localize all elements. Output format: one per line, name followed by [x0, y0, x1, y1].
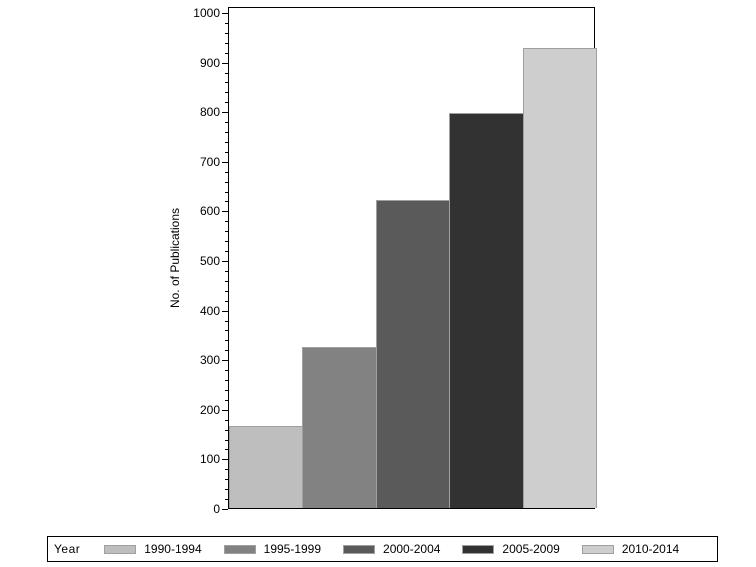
- y-major-tick: [222, 63, 228, 64]
- y-minor-tick: [225, 449, 228, 450]
- bar-2005-2009: [449, 113, 524, 508]
- y-minor-tick: [225, 53, 228, 54]
- y-minor-tick: [225, 489, 228, 490]
- y-minor-tick: [225, 33, 228, 34]
- y-major-tick: [222, 261, 228, 262]
- y-tick-label: 600: [199, 204, 220, 218]
- y-minor-tick: [225, 271, 228, 272]
- y-major-tick: [222, 211, 228, 212]
- y-minor-tick: [225, 350, 228, 351]
- y-minor-tick: [225, 192, 228, 193]
- y-minor-tick: [225, 221, 228, 222]
- y-tick-label: 900: [199, 56, 220, 70]
- legend-title: Year: [54, 542, 81, 556]
- y-minor-tick: [225, 201, 228, 202]
- y-minor-tick: [225, 241, 228, 242]
- y-tick-label: 1000: [193, 6, 220, 20]
- y-minor-tick: [225, 92, 228, 93]
- y-tick-label: 0: [213, 502, 220, 516]
- legend-item: 2000-2004: [343, 542, 440, 556]
- y-minor-tick: [225, 390, 228, 391]
- y-minor-tick: [225, 172, 228, 173]
- legend-swatch-icon: [104, 544, 137, 554]
- bar-1990-1994: [229, 426, 304, 508]
- y-minor-tick: [225, 469, 228, 470]
- y-minor-tick: [225, 400, 228, 401]
- y-major-tick: [222, 509, 228, 510]
- legend-label: 2000-2004: [383, 542, 441, 556]
- legend-swatch-icon: [223, 544, 256, 554]
- bar-1995-1999: [302, 347, 377, 508]
- legend-label: 1990-1994: [144, 542, 202, 556]
- y-minor-tick: [225, 321, 228, 322]
- legend-swatch-icon: [581, 544, 614, 554]
- y-major-tick: [222, 13, 228, 14]
- y-major-tick: [222, 410, 228, 411]
- y-minor-tick: [225, 499, 228, 500]
- y-axis-title: No. of Publications: [168, 207, 182, 309]
- y-minor-tick: [225, 281, 228, 282]
- y-tick-label: 800: [199, 105, 220, 119]
- y-minor-tick: [225, 142, 228, 143]
- legend-item: 1990-1994: [104, 542, 202, 556]
- y-tick-label: 100: [199, 452, 220, 466]
- y-minor-tick: [225, 231, 228, 232]
- y-major-tick: [222, 162, 228, 163]
- y-minor-tick: [225, 182, 228, 183]
- legend-swatch-icon: [343, 544, 376, 554]
- y-minor-tick: [225, 73, 228, 74]
- legend-item: 2010-2014: [581, 542, 680, 556]
- bar-2010-2014: [522, 48, 597, 508]
- y-major-tick: [222, 459, 228, 460]
- y-tick-label: 200: [199, 403, 220, 417]
- y-minor-tick: [225, 291, 228, 292]
- y-tick-label: 400: [199, 304, 220, 318]
- y-minor-tick: [225, 330, 228, 331]
- legend-item: 1995-1999: [223, 542, 322, 556]
- y-minor-tick: [225, 122, 228, 123]
- y-minor-tick: [225, 440, 228, 441]
- legend-swatch-icon: [462, 544, 495, 554]
- legend: Year 1990-1994 1995-1999 2000-2004 2005-200…: [47, 536, 718, 562]
- legend-item: 2005-2009: [462, 542, 560, 556]
- y-minor-tick: [225, 102, 228, 103]
- y-minor-tick: [225, 251, 228, 252]
- y-minor-tick: [225, 132, 228, 133]
- y-minor-tick: [225, 430, 228, 431]
- y-minor-tick: [225, 82, 228, 83]
- legend-label: 2010-2014: [621, 542, 680, 556]
- legend-label: 1995-1999: [263, 542, 322, 556]
- y-minor-tick: [225, 340, 228, 341]
- y-minor-tick: [225, 479, 228, 480]
- y-tick-label: 300: [199, 353, 220, 367]
- y-major-tick: [222, 112, 228, 113]
- y-minor-tick: [225, 43, 228, 44]
- bar-2000-2004: [375, 200, 451, 508]
- y-minor-tick: [225, 380, 228, 381]
- y-minor-tick: [225, 23, 228, 24]
- y-tick-label: 500: [199, 254, 220, 268]
- y-minor-tick: [225, 420, 228, 421]
- y-minor-tick: [225, 152, 228, 153]
- y-minor-tick: [225, 301, 228, 302]
- y-major-tick: [222, 360, 228, 361]
- y-minor-tick: [225, 370, 228, 371]
- legend-label: 2005-2009: [502, 542, 560, 556]
- y-tick-label: 700: [199, 155, 220, 169]
- plot-area: [228, 7, 597, 509]
- y-major-tick: [222, 311, 228, 312]
